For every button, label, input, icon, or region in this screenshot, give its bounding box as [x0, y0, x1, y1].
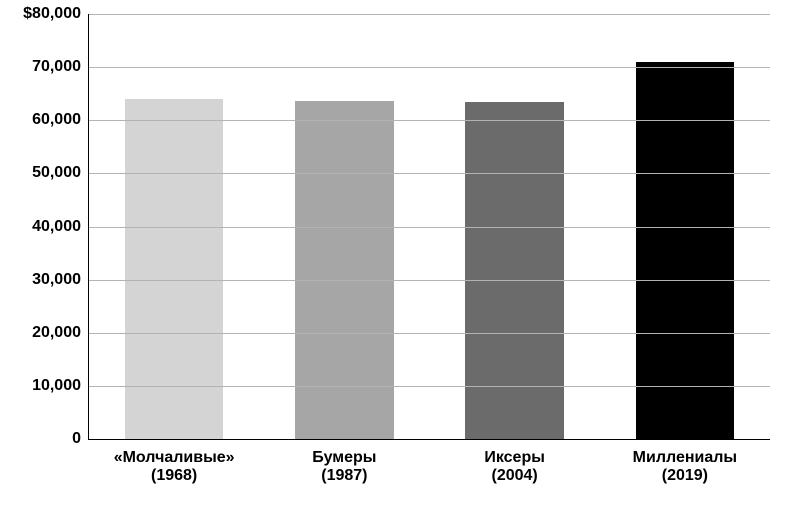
gridline — [89, 173, 770, 174]
gridline — [89, 14, 770, 15]
gridline — [89, 227, 770, 228]
y-tick-label: 30,000 — [32, 271, 89, 289]
category-label-line1: Иксеры — [484, 449, 545, 466]
category-label-line2: (2004) — [484, 467, 545, 485]
generation-income-bar-chart: «Молчаливые»(1968) Бумеры(1987) Иксеры(200… — [0, 0, 800, 511]
plot-area: «Молчаливые»(1968)Бумеры(1987)Иксеры(200… — [88, 14, 770, 440]
gridline — [89, 280, 770, 281]
y-tick-label: 50,000 — [32, 164, 89, 182]
category-label-line1: Бумеры — [312, 449, 376, 466]
bar — [125, 99, 224, 439]
category-label-line1: Миллениалы — [633, 449, 737, 466]
y-tick-label: 60,000 — [32, 111, 89, 129]
category-label-line2: (1987) — [312, 467, 376, 485]
category-label-line1: «Молчаливые» — [114, 449, 235, 466]
x-tick-label: Иксеры(2004) — [484, 439, 545, 485]
bar — [636, 62, 735, 439]
y-tick-label: 20,000 — [32, 324, 89, 342]
gridline — [89, 67, 770, 68]
category-label-line2: (2019) — [633, 467, 737, 485]
bar — [295, 101, 394, 439]
category-label-line2: (1968) — [114, 467, 235, 485]
x-tick-label: Миллениалы(2019) — [633, 439, 737, 485]
y-tick-label: 40,000 — [32, 218, 89, 236]
y-tick-label: 0 — [72, 430, 89, 448]
gridline — [89, 333, 770, 334]
y-tick-label: 10,000 — [32, 377, 89, 395]
y-tick-label: 70,000 — [32, 58, 89, 76]
y-tick-label: $80,000 — [23, 5, 89, 23]
bar — [465, 102, 564, 439]
gridline — [89, 386, 770, 387]
x-tick-label: Бумеры(1987) — [312, 439, 376, 485]
gridline — [89, 120, 770, 121]
x-tick-label: «Молчаливые»(1968) — [114, 439, 235, 485]
